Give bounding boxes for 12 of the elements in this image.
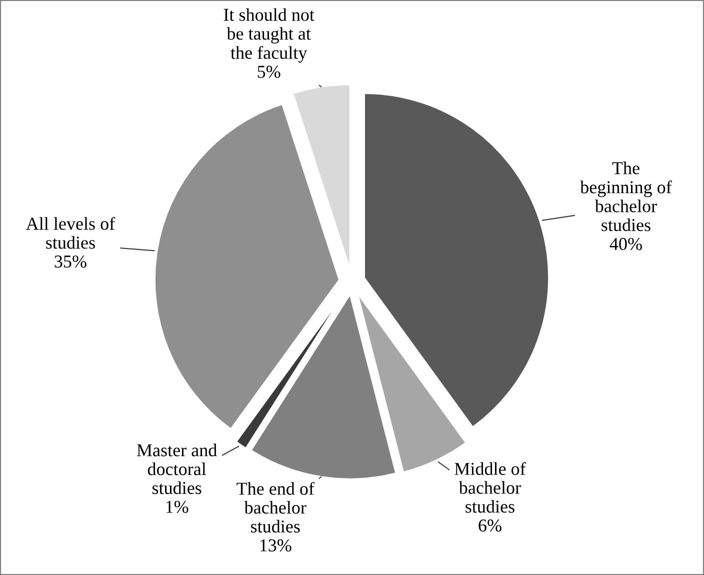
data-label: 35% [54,255,86,268]
slice-label: All levels of studies [26,216,116,249]
slice-label: It should not be taught at the faculty [224,8,314,63]
data-label: 40% [610,238,642,250]
data-label: 13% [260,539,292,552]
data-label: 5% [258,66,280,78]
data-label: 1% [166,500,188,514]
slice-label: Master and doctoral studies [136,444,217,494]
slice-label: The end of bachelor studies [236,482,314,533]
slice-label: Middle of bachelor studies [454,462,526,513]
data-label: 6% [478,519,502,532]
slice-label: The beginning of bachelor studies [580,162,672,232]
